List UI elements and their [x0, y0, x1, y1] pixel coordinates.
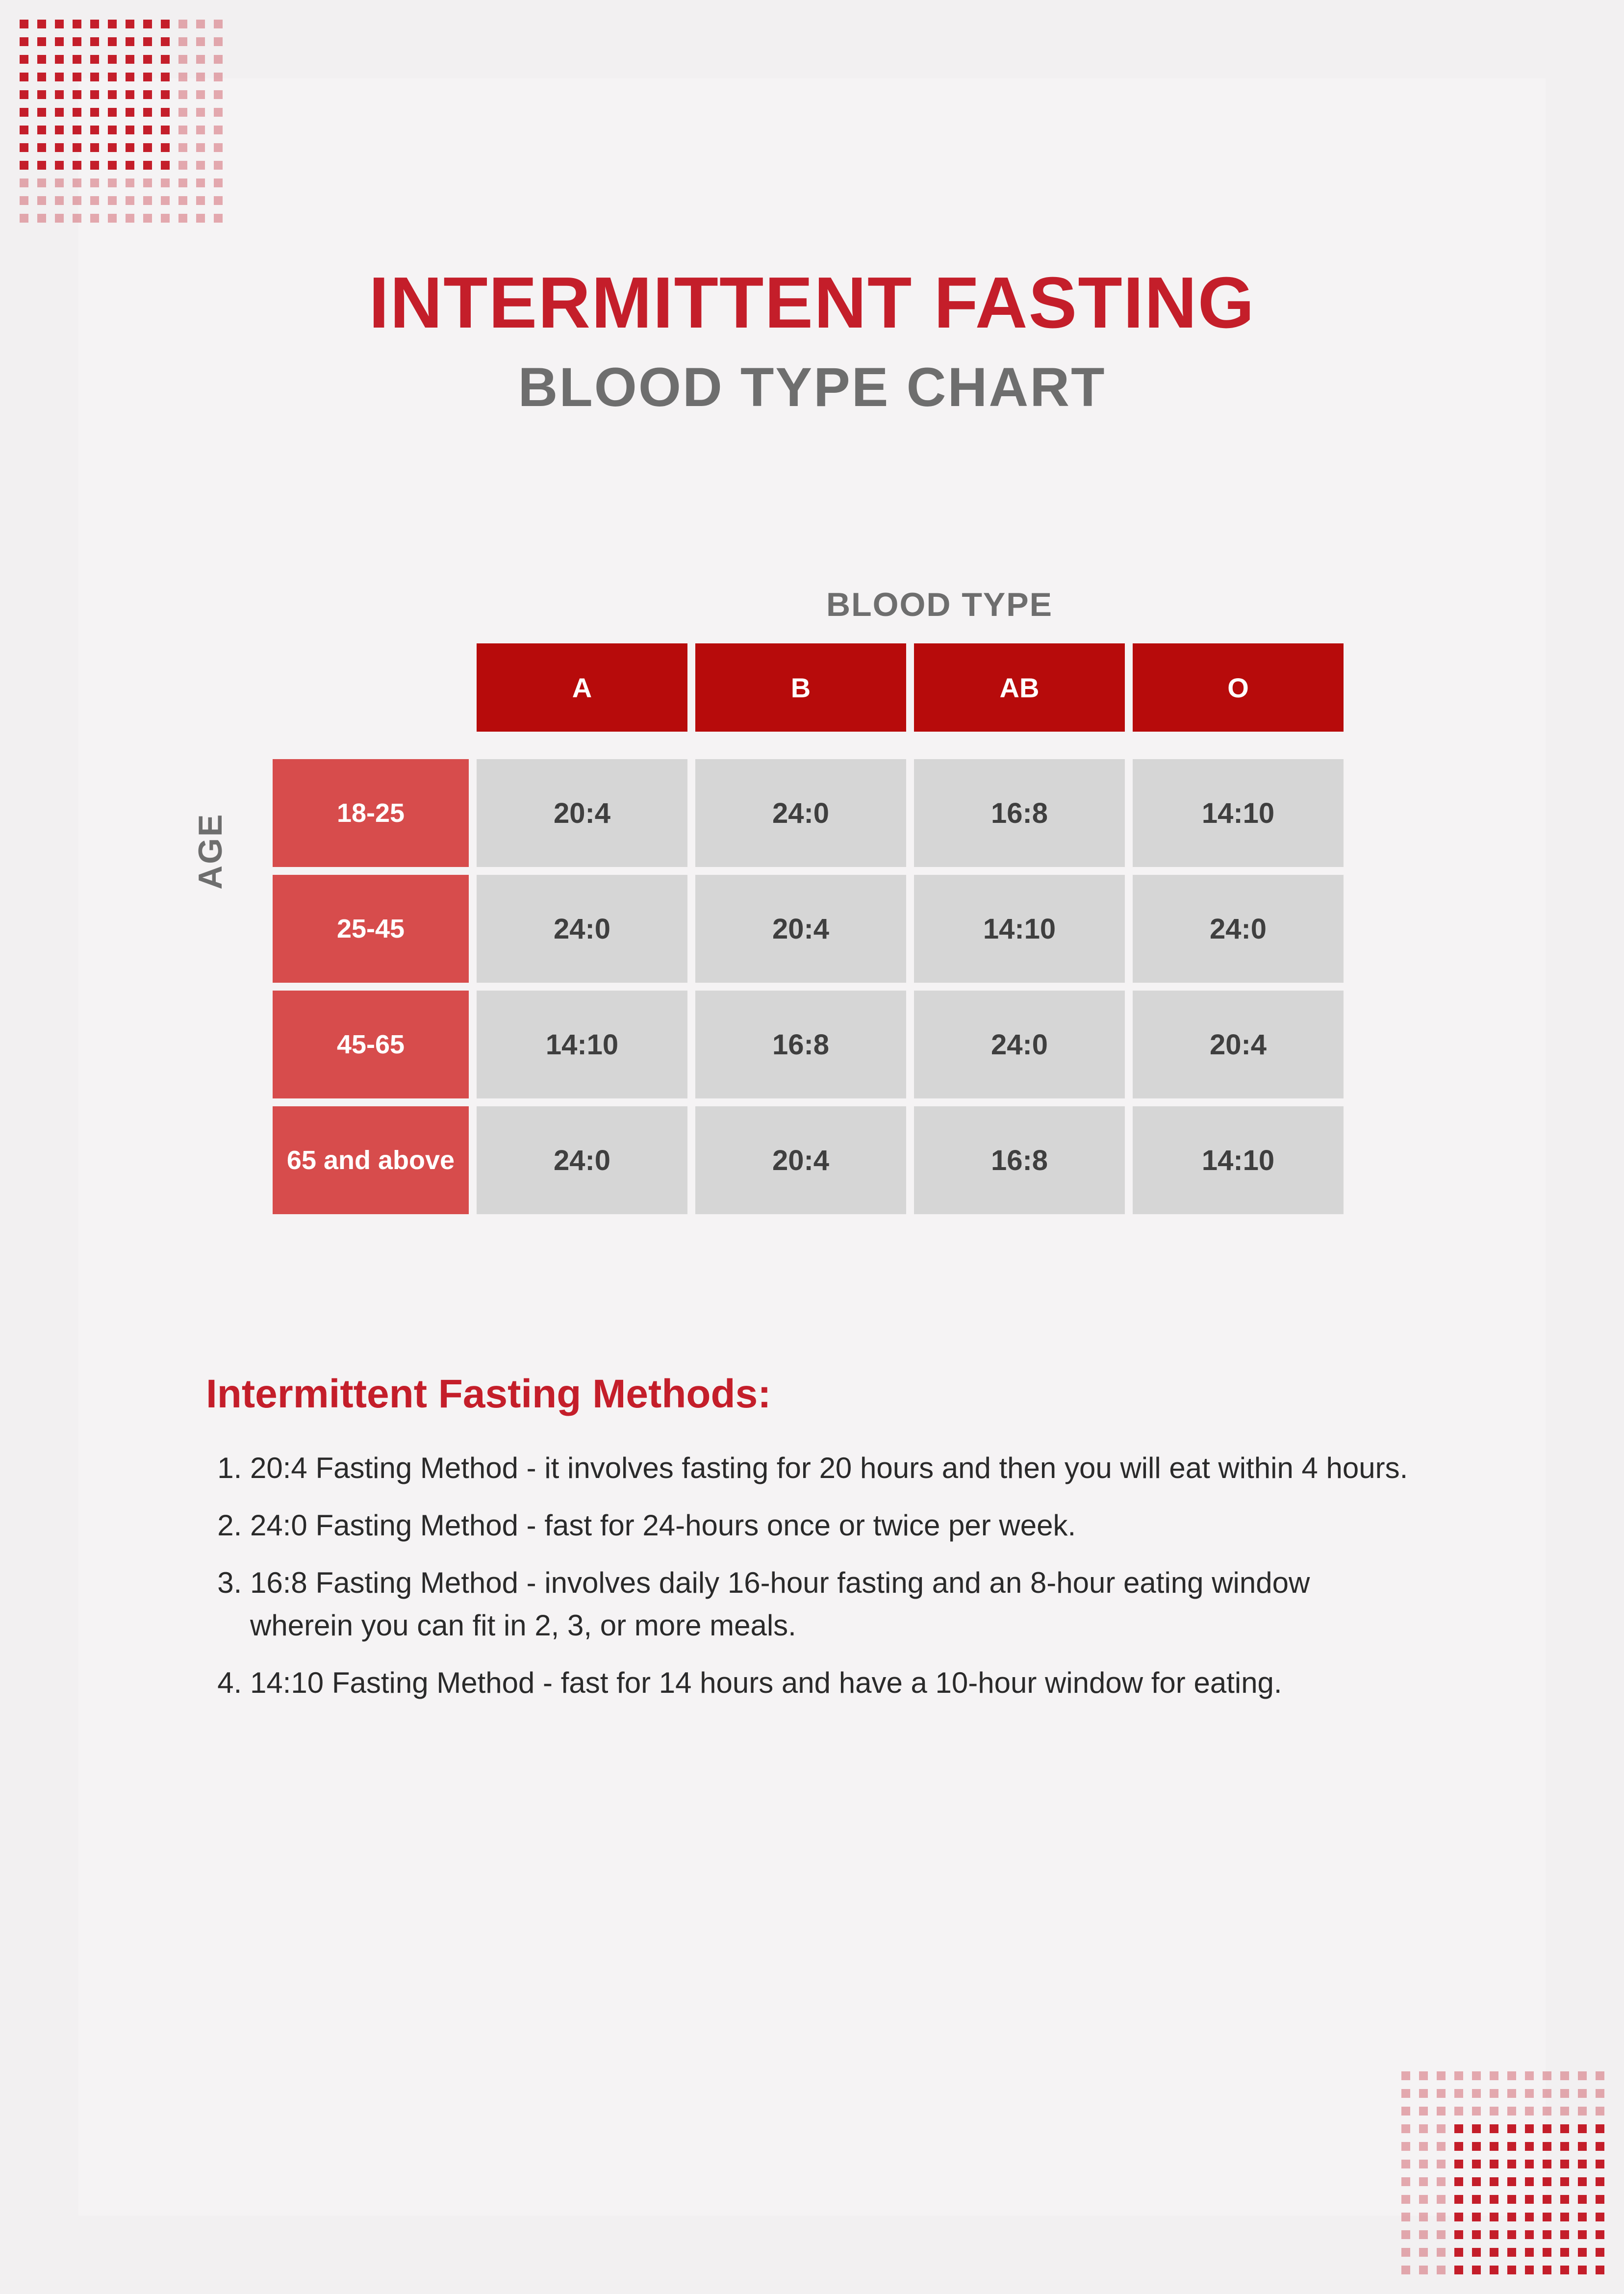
page-title: INTERMITTENT FASTING	[206, 265, 1418, 341]
decoration-dots-bottom-right	[1331, 2036, 1604, 2274]
table-cell: 24:0	[1133, 875, 1344, 983]
table-cell: 24:0	[914, 991, 1125, 1098]
table-corner-spacer	[206, 643, 265, 732]
table-cell: 24:0	[477, 875, 687, 983]
row-header: 45-65	[273, 991, 469, 1098]
table-corner-spacer	[273, 643, 469, 732]
table-cell: 24:0	[695, 759, 906, 867]
page-subtitle: BLOOD TYPE CHART	[206, 356, 1418, 419]
row-indent	[206, 875, 265, 983]
column-header: B	[695, 643, 906, 732]
method-item: 16:8 Fasting Method - involves daily 16-…	[250, 1561, 1418, 1647]
row-indent	[206, 1106, 265, 1214]
methods-section: Intermittent Fasting Methods: 20:4 Fasti…	[206, 1371, 1418, 1704]
method-item: 14:10 Fasting Method - fast for 14 hours…	[250, 1661, 1418, 1704]
table-cell: 14:10	[477, 991, 687, 1098]
table-cell: 20:4	[695, 1106, 906, 1214]
decoration-dots-top-left	[20, 20, 293, 258]
table-cell: 14:10	[1133, 1106, 1344, 1214]
page-content: INTERMITTENT FASTING BLOOD TYPE CHART BL…	[206, 265, 1418, 1719]
table-cell: 14:10	[914, 875, 1125, 983]
table-cell: 20:4	[695, 875, 906, 983]
row-header: 18-25	[273, 759, 469, 867]
x-axis-label: BLOOD TYPE	[461, 586, 1418, 624]
row-indent	[206, 991, 265, 1098]
table-cell: 16:8	[914, 1106, 1125, 1214]
row-header: 65 and above	[273, 1106, 469, 1214]
methods-list: 20:4 Fasting Method - it involves fastin…	[206, 1447, 1418, 1704]
y-axis-label: AGE	[191, 813, 229, 890]
table-cell: 14:10	[1133, 759, 1344, 867]
row-header: 25-45	[273, 875, 469, 983]
table-cell: 16:8	[695, 991, 906, 1098]
methods-heading: Intermittent Fasting Methods:	[206, 1371, 1418, 1417]
table-cell: 20:4	[1133, 991, 1344, 1098]
table-cell: 20:4	[477, 759, 687, 867]
column-header: A	[477, 643, 687, 732]
table-cell: 16:8	[914, 759, 1125, 867]
method-item: 24:0 Fasting Method - fast for 24-hours …	[250, 1504, 1418, 1547]
method-item: 20:4 Fasting Method - it involves fastin…	[250, 1447, 1418, 1489]
column-header: AB	[914, 643, 1125, 732]
column-header: O	[1133, 643, 1344, 732]
table-cell: 24:0	[477, 1106, 687, 1214]
table-grid: A B AB O 18-25 20:4 24:0 16:8 14:10 25-4…	[206, 643, 1418, 1214]
fasting-table: BLOOD TYPE AGE A B AB O 18-25 20:4 24:0 …	[206, 586, 1418, 1214]
